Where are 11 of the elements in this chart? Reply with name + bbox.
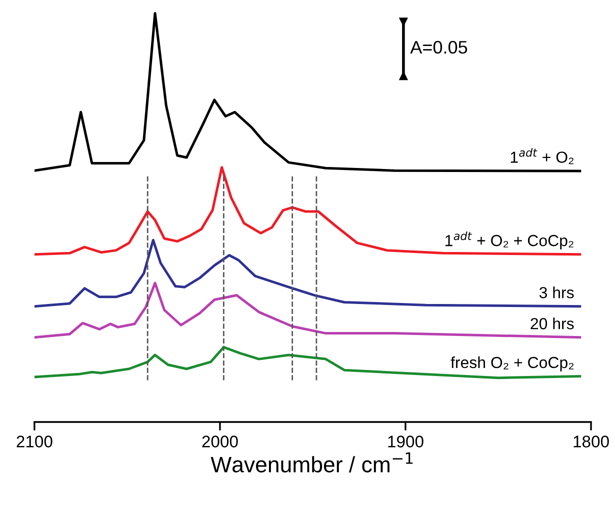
x-tick-label: 1800 bbox=[574, 436, 609, 448]
x-axis-title: Wavenumber / cm$^{−1}$ bbox=[210, 452, 413, 472]
series-label: 20 hrs bbox=[530, 318, 574, 330]
series-label: 1$^{adt}$ + O₂ + CoCp₂ bbox=[446, 231, 574, 250]
x-tick-label: 2000 bbox=[202, 436, 238, 448]
annotation: A=0.05 bbox=[410, 40, 468, 54]
series-label: 3 hrs bbox=[539, 286, 574, 298]
x-tick-label: 1900 bbox=[388, 436, 424, 448]
series-label: fresh O₂ + CoCp₂ bbox=[450, 356, 574, 372]
x-tick-label: 2100 bbox=[16, 436, 52, 448]
series-label: 1$^{adt}$ + O₂ bbox=[510, 148, 574, 164]
